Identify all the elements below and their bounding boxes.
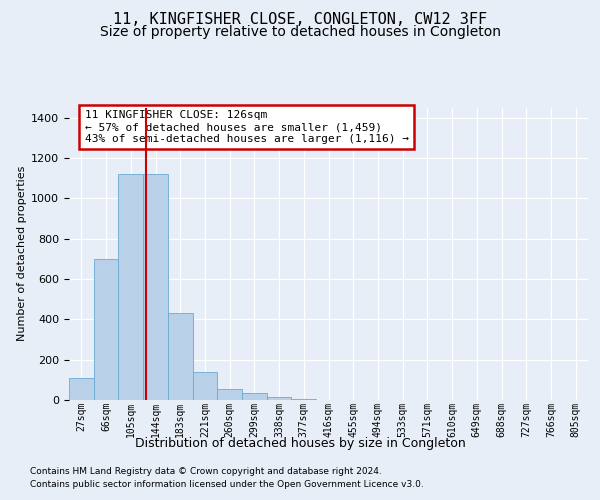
Bar (267, 397, 292, 400)
Bar (193, 372, 217, 400)
Bar (118, 174, 143, 400)
Bar (168, 314, 193, 400)
Bar (242, 393, 267, 400)
Text: Contains HM Land Registry data © Crown copyright and database right 2024.: Contains HM Land Registry data © Crown c… (30, 468, 382, 476)
Text: Distribution of detached houses by size in Congleton: Distribution of detached houses by size … (134, 438, 466, 450)
Bar (143, 174, 168, 400)
Bar (69, 378, 94, 400)
Bar (217, 389, 242, 400)
Y-axis label: Number of detached properties: Number of detached properties (17, 166, 27, 342)
Bar (292, 399, 316, 400)
Text: Contains public sector information licensed under the Open Government Licence v3: Contains public sector information licen… (30, 480, 424, 489)
Text: 11 KINGFISHER CLOSE: 126sqm
← 57% of detached houses are smaller (1,459)
43% of : 11 KINGFISHER CLOSE: 126sqm ← 57% of det… (85, 110, 409, 144)
Bar (94, 259, 118, 400)
Text: Size of property relative to detached houses in Congleton: Size of property relative to detached ho… (100, 25, 500, 39)
Text: 11, KINGFISHER CLOSE, CONGLETON, CW12 3FF: 11, KINGFISHER CLOSE, CONGLETON, CW12 3F… (113, 12, 487, 28)
